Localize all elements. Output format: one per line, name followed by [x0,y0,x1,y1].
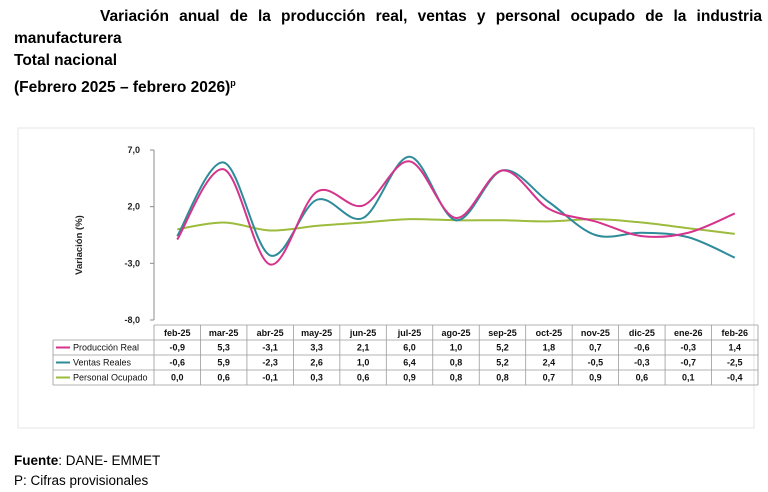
x-tick-label: abr-25 [257,328,284,338]
data-label: -0,6 [169,358,185,368]
chart-period: (Febrero 2025 – febrero 2026)p [14,72,762,99]
data-label: 3,3 [310,343,323,353]
x-tick-label: jul-25 [397,328,422,338]
source-line: Fuente: DANE- EMMET [14,451,160,471]
x-tick-label: feb-25 [164,328,191,338]
data-label: 1,8 [543,343,556,353]
x-tick-label: feb-26 [722,328,749,338]
data-label: 0,6 [357,373,370,383]
chart-title-line-2: manufacturera [14,30,122,47]
data-label: -0,3 [634,358,650,368]
data-label: 0,1 [682,373,695,383]
period-text: (Febrero 2025 – febrero 2026) [14,79,231,97]
data-label: 5,3 [217,343,230,353]
data-label: 0,9 [403,373,416,383]
legend-label: Personal Ocupado [73,373,148,383]
data-label: 0,6 [217,373,230,383]
data-label: 0,8 [496,373,509,383]
legend-label: Producción Real [73,343,139,353]
data-label: 0,6 [636,373,649,383]
footer: Fuente: DANE- EMMET P: Cifras provisiona… [14,451,160,491]
data-label: -2,3 [262,358,278,368]
data-label: 2,6 [310,358,323,368]
x-tick-label: jun-25 [349,328,377,338]
data-label: 6,0 [403,343,416,353]
data-label: -0,6 [634,343,650,353]
data-label: -2,5 [727,358,743,368]
y-tick-label: -8,0 [124,315,140,325]
data-label: -0,9 [169,343,185,353]
provisional-note: P: Cifras provisionales [14,473,149,488]
x-tick-label: ago-25 [441,328,470,338]
y-tick-label: 7,0 [127,145,140,155]
data-label: 0,7 [589,343,602,353]
data-label: 2,1 [357,343,370,353]
data-label: 1,0 [450,343,463,353]
data-label: 0,3 [310,373,323,383]
data-label: 0,7 [543,373,556,383]
data-label: 5,2 [496,343,509,353]
y-axis-label: Variación (%) [74,215,85,275]
data-label: -0,5 [588,358,604,368]
data-label: -3,1 [262,343,278,353]
x-tick-label: nov-25 [581,328,610,338]
data-label: 5,9 [217,358,230,368]
data-label: 0,8 [450,358,463,368]
source-text: : DANE- EMMET [58,453,161,468]
x-tick-label: dic-25 [629,328,655,338]
data-label: 5,2 [496,358,509,368]
data-label: 2,4 [543,358,556,368]
data-label: -0,3 [681,343,697,353]
x-tick-label: mar-25 [209,328,239,338]
data-label: 6,4 [403,358,416,368]
title-block: Variación anual de la producción real, v… [14,6,762,99]
data-label: 0,0 [171,373,184,383]
data-label: 0,9 [589,373,602,383]
legend-label: Ventas Reales [73,358,132,368]
data-label: -0,1 [262,373,278,383]
x-tick-label: sep-25 [488,328,517,338]
data-label: -0,7 [681,358,697,368]
chart-title-line-1: Variación anual de la producción real, v… [100,8,762,25]
x-tick-label: oct-25 [536,328,563,338]
x-tick-label: may-25 [301,328,332,338]
period-superscript: p [230,78,236,88]
y-tick-label: 2,0 [127,202,140,212]
series-line-produccion-real [176,160,736,266]
x-tick-label: ene-26 [674,328,703,338]
y-tick-label: -3,0 [124,258,140,268]
data-label: 1,4 [729,343,742,353]
source-label: Fuente [14,453,59,468]
data-label: 0,8 [450,373,463,383]
data-label: 1,0 [357,358,370,368]
data-label: -0,4 [727,373,743,383]
chart-subtitle: Total nacional [14,52,118,69]
